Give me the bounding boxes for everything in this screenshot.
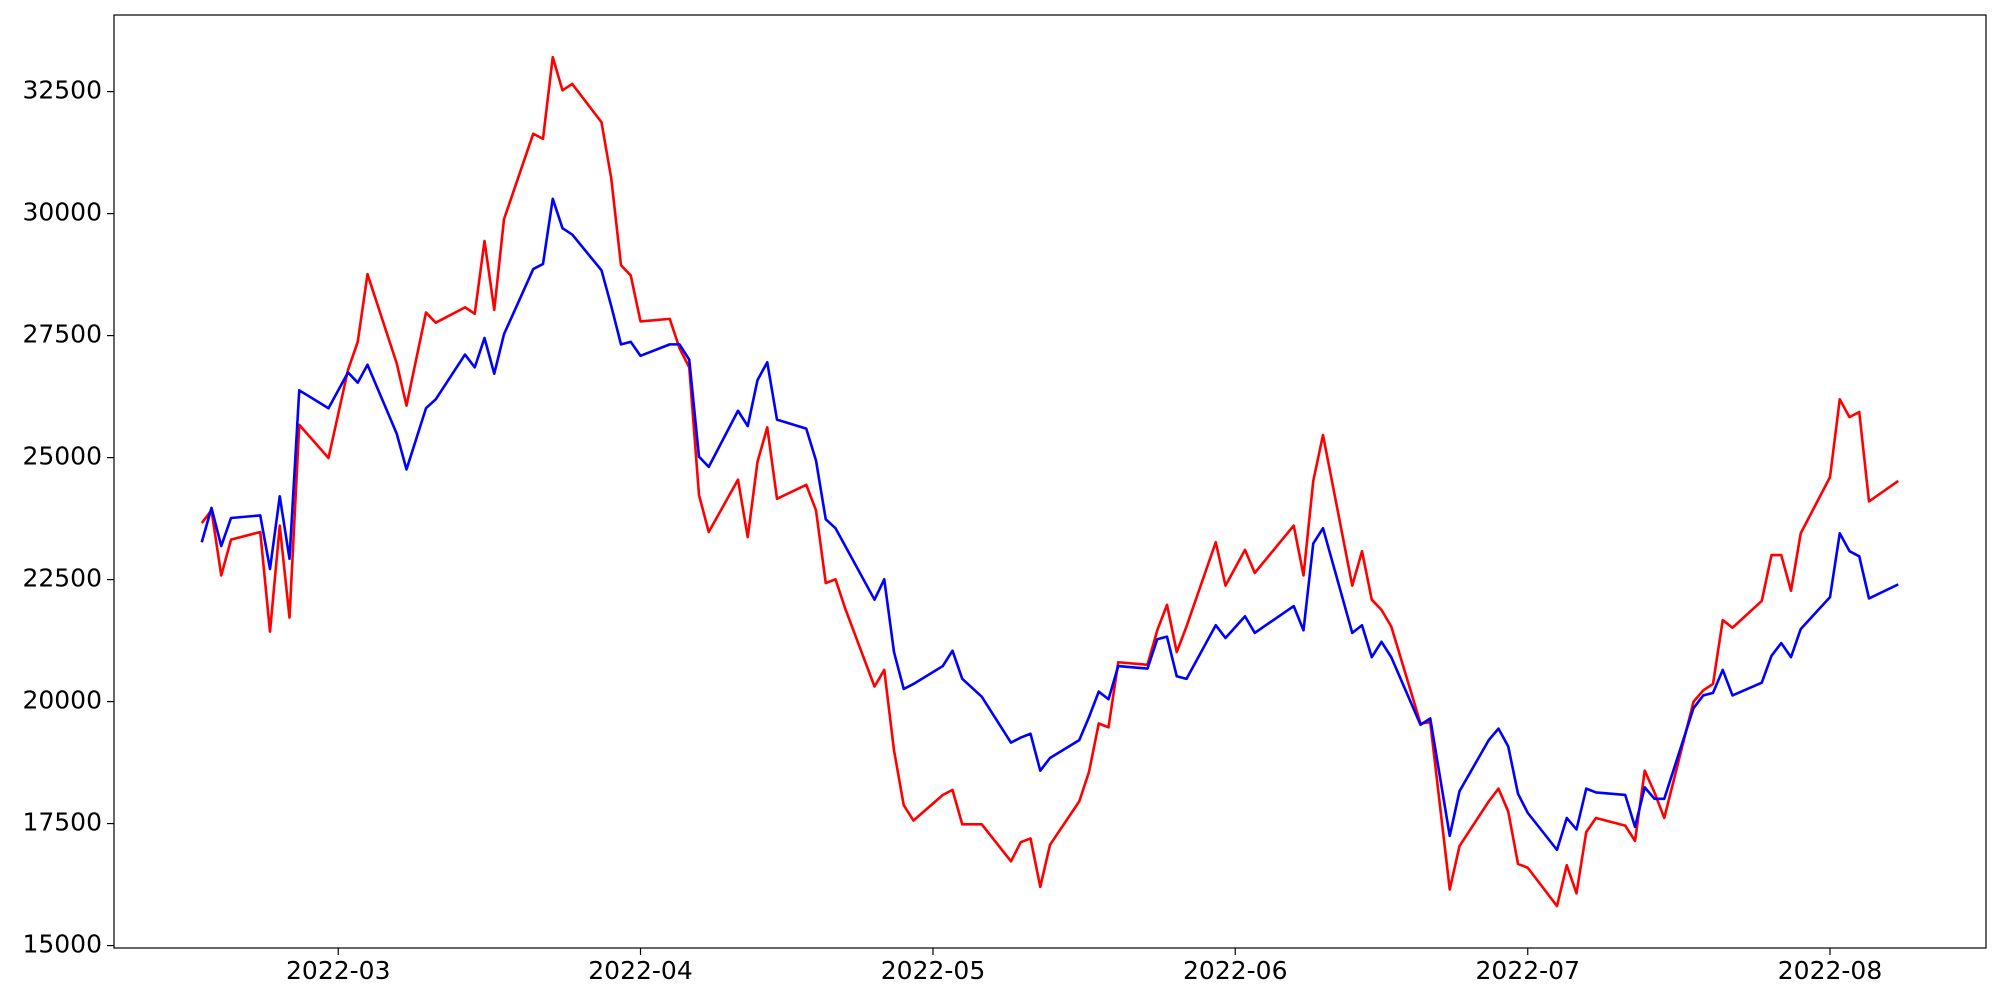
y-tick-label: 20000: [22, 686, 102, 715]
plot-frame: [113, 14, 1987, 949]
x-tick-label: 2022-07: [1476, 956, 1580, 985]
y-tick-label: 15000: [22, 930, 102, 959]
y-tick-label: 30000: [22, 198, 102, 227]
y-tick-label: 32500: [22, 76, 102, 105]
y-tick-label: 25000: [22, 442, 102, 471]
line-series: [200, 197, 1899, 852]
x-tick-label: 2022-05: [881, 956, 985, 985]
y-tick-label: 17500: [22, 808, 102, 837]
y-tick-label: 22500: [22, 564, 102, 593]
x-tick-label: 2022-06: [1183, 956, 1287, 985]
y-tick-label: 27500: [22, 320, 102, 349]
x-tick-label: 2022-03: [286, 956, 390, 985]
x-tick-label: 2022-08: [1778, 956, 1882, 985]
x-tick-label: 2022-04: [588, 956, 692, 985]
line-series: [200, 55, 1899, 908]
